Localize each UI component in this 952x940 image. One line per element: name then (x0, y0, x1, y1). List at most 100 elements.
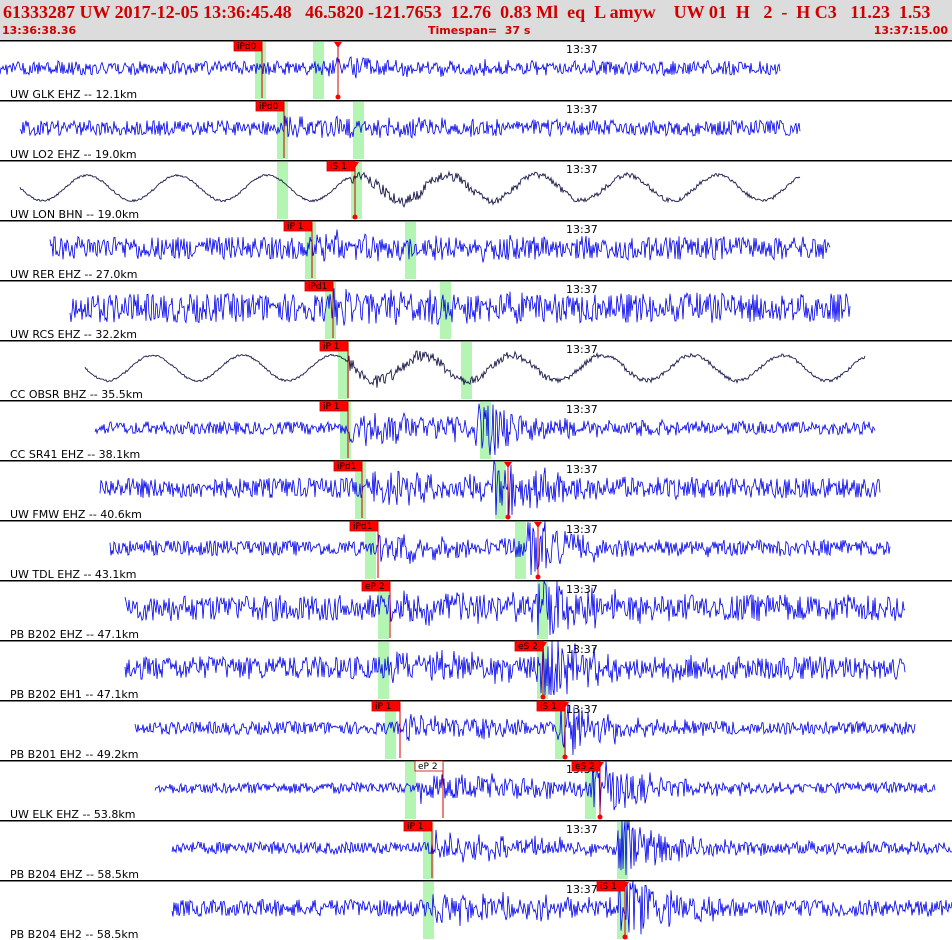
channel-label: UW GLK EHZ -- 12.1km (10, 88, 137, 101)
phase-window (351, 162, 362, 219)
minute-label: 13:37 (566, 403, 598, 416)
channel-row[interactable]: 13:37 iP 1 iS 1 PB B201 EH2 -- 49.2km (0, 700, 952, 761)
row-divider (0, 880, 952, 882)
channel-row[interactable]: 13:37 iP 1 PB B204 EHZ -- 58.5km (0, 820, 952, 881)
s-pick-flag[interactable] (514, 640, 544, 652)
seismogram-panel[interactable]: 13:37 iPd0 UW GLK EHZ -- 12.1km 13:37 iPd0 UW… (0, 40, 952, 940)
p-pick-flag[interactable] (319, 340, 349, 352)
s-pick-label: eS 2 (518, 642, 538, 652)
p-pick-flag[interactable] (403, 820, 433, 832)
p-pick-flag[interactable] (371, 700, 401, 712)
minute-label: 13:37 (566, 703, 598, 716)
waveform-trace (69, 288, 851, 326)
waveform-trace (19, 115, 801, 139)
p-pick-flag[interactable] (414, 760, 444, 772)
channel-row[interactable]: 13:37 iPd1 UW TDL EHZ -- 43.1km (0, 520, 952, 581)
row-divider (0, 40, 952, 42)
event-title: 61333287 UW 2017-12-05 13:36:45.48 46.58… (3, 2, 931, 22)
phase-window (277, 162, 288, 219)
p-pick-flag[interactable] (333, 460, 363, 472)
p-pick-flag[interactable] (349, 520, 379, 532)
p-pick-flag[interactable] (283, 220, 313, 232)
p-pick-flag[interactable] (319, 400, 349, 412)
s-pick-marker[interactable] (334, 42, 342, 48)
channel-row[interactable]: 13:37 iS 1 PB B204 EH2 -- 58.5km (0, 880, 952, 940)
waveform-trace (49, 229, 831, 263)
p-pick-label: iPd1 (337, 462, 356, 472)
minute-label: 13:37 (566, 283, 598, 296)
p-pick-label: iPd0 (259, 102, 279, 112)
p-pick-label: iPd0 (237, 42, 257, 52)
event-header: 61333287 UW 2017-12-05 13:36:45.48 46.58… (0, 0, 952, 40)
p-pick-flag[interactable] (255, 100, 285, 112)
channel-row[interactable]: 13:37 iPd0 UW LO2 EHZ -- 19.0km (0, 100, 952, 161)
p-pick-label: iP 1 (323, 402, 340, 412)
s-pick-marker[interactable] (534, 522, 542, 528)
p-pick-label: iP 1 (407, 822, 424, 832)
minute-label: 13:37 (566, 163, 598, 176)
p-pick-label: iP 1 (375, 702, 392, 712)
waveform-trace (171, 880, 952, 935)
channel-row[interactable]: 13:37 iPd1 UW FMW EHZ -- 40.6km (0, 460, 952, 521)
s-pick-marker[interactable] (504, 462, 512, 468)
channel-label: PB B202 EHZ -- 47.1km (10, 628, 139, 641)
s-pick-flag[interactable] (326, 160, 356, 172)
channel-label: PB B202 EH1 -- 47.1km (10, 688, 138, 701)
p-pick-label: iP 1 (287, 222, 304, 232)
s-pick-marker (505, 514, 511, 520)
channel-label: UW LON BHN -- 19.0km (10, 208, 139, 221)
end-time-label: 13:37:15.00 (873, 24, 948, 37)
row-divider (0, 280, 952, 282)
p-pick-flag[interactable] (304, 280, 334, 292)
s-pick-marker (622, 934, 628, 940)
phase-window (325, 282, 336, 339)
s-pick-marker (562, 754, 568, 760)
channel-row[interactable]: 13:37 iS 1 UW LON BHN -- 19.0km (0, 160, 952, 221)
minute-label: 13:37 (566, 643, 598, 656)
phase-window (378, 642, 389, 699)
phase-window (461, 342, 472, 399)
phase-window (555, 702, 566, 759)
channel-row[interactable]: 13:37 iPd0 UW GLK EHZ -- 12.1km (0, 40, 952, 101)
waveform-trace (19, 170, 801, 208)
phase-window (385, 702, 396, 759)
row-divider (0, 460, 952, 462)
channel-row[interactable]: 13:37 iP 1 CC SR41 EHZ -- 38.1km (0, 400, 952, 461)
row-divider (0, 760, 952, 762)
waveform-trace (94, 403, 876, 456)
row-divider (0, 160, 952, 162)
minute-label: 13:37 (566, 223, 598, 236)
channel-label: PB B204 EHZ -- 58.5km (10, 868, 139, 881)
row-divider (0, 400, 952, 402)
phase-window (305, 222, 316, 279)
p-pick-flag[interactable] (233, 40, 263, 52)
row-divider (0, 640, 952, 642)
waveform-trace (109, 520, 891, 576)
waveform-trace (84, 350, 866, 388)
channel-label: UW RCS EHZ -- 32.2km (10, 328, 137, 341)
row-divider (0, 580, 952, 582)
channel-label: UW FMW EHZ -- 40.6km (10, 508, 142, 521)
channel-row[interactable]: 13:37 iP 1 CC OBSR BHZ -- 35.5km (0, 340, 952, 401)
channel-row[interactable]: 13:37 eS 2 PB B202 EH1 -- 47.1km (0, 640, 952, 701)
phase-window (338, 342, 349, 399)
p-pick-label: iPd1 (308, 282, 327, 292)
channel-row[interactable]: 13:37 iPd1 UW RCS EHZ -- 32.2km (0, 280, 952, 341)
channel-label: CC SR41 EHZ -- 38.1km (10, 448, 140, 461)
row-divider (0, 520, 952, 522)
channel-label: CC OBSR BHZ -- 35.5km (10, 388, 143, 401)
phase-window (277, 102, 288, 159)
channel-label: UW TDL EHZ -- 43.1km (10, 568, 137, 581)
p-pick-label: iPd1 (353, 522, 372, 532)
minute-label: 13:37 (566, 523, 598, 536)
s-pick-flag[interactable] (571, 760, 601, 772)
phase-window (255, 42, 266, 99)
s-pick-flag[interactable] (536, 700, 566, 712)
s-pick-flag[interactable] (596, 880, 626, 892)
p-pick-flag[interactable] (361, 580, 391, 592)
channel-row[interactable]: 13:37 iP 1 UW RER EHZ -- 27.0km (0, 220, 952, 281)
channel-row[interactable]: 13:37 eP 2 PB B202 EHZ -- 47.1km (0, 580, 952, 641)
start-time-label: 13:36:38.36 (2, 24, 77, 37)
phase-window (423, 882, 434, 939)
